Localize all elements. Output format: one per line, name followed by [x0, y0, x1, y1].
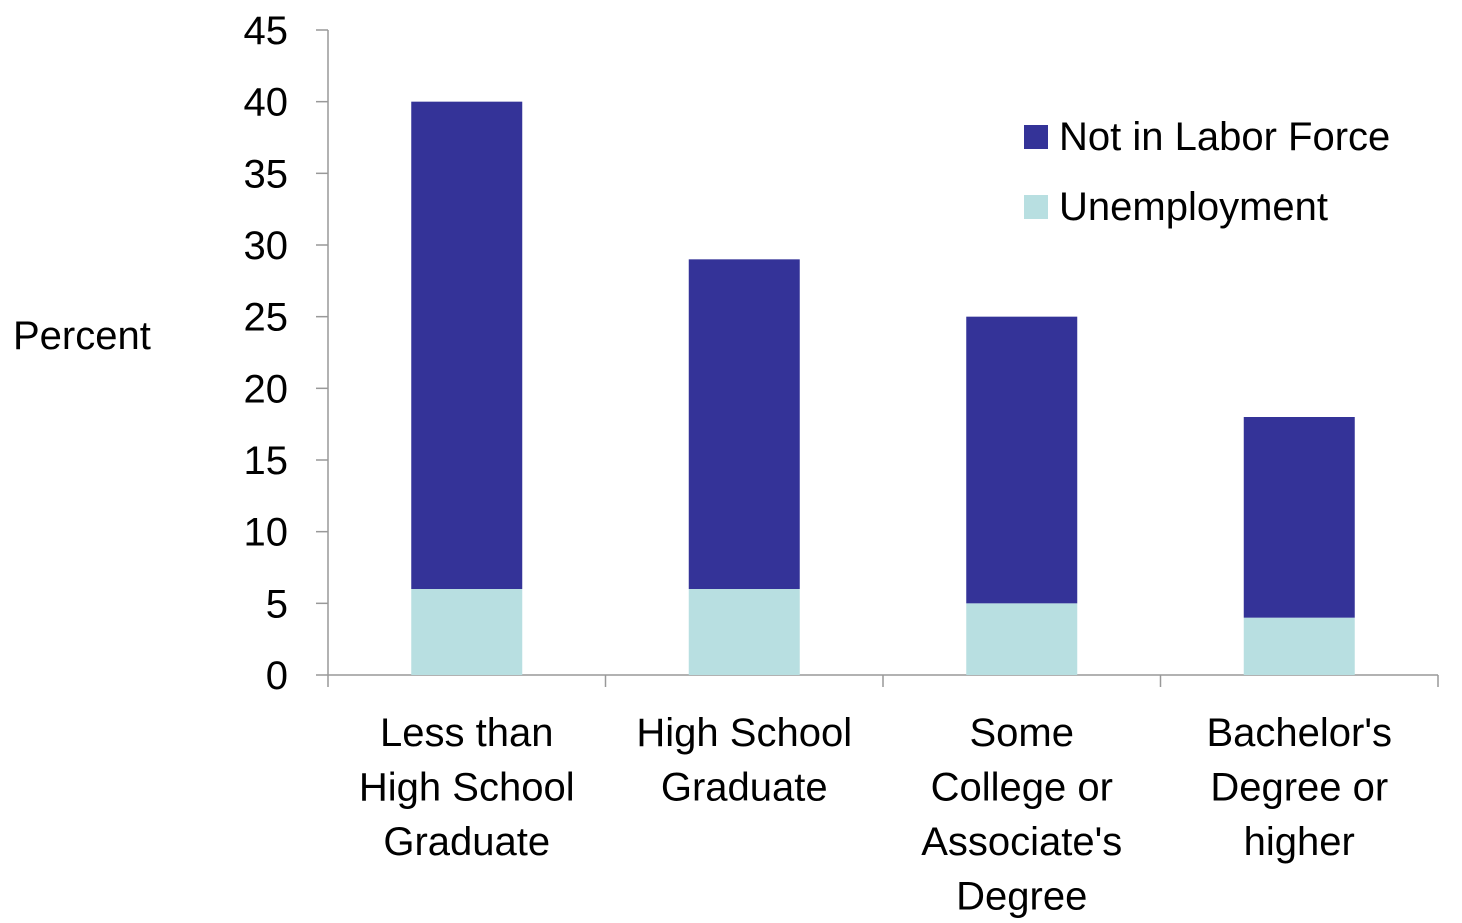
x-category-label: Graduate — [383, 820, 550, 864]
y-tick-label: 45 — [244, 9, 289, 53]
bar-not-in-labor-force — [966, 316, 1078, 604]
legend-label: Not in Labor Force — [1059, 115, 1390, 159]
bar-unemployment — [1243, 617, 1355, 675]
legend: Not in Labor Force Unemployment — [1024, 115, 1390, 229]
x-category-label: College or — [931, 766, 1113, 810]
bar-unemployment — [966, 603, 1078, 675]
labels: 0 5 10 15 20 25 30 35 40 45 Percent Less than High S… — [13, 9, 1392, 919]
x-category-label: Associate's — [921, 820, 1122, 864]
y-tick-label: 20 — [244, 367, 289, 411]
x-category-label: Bachelor's — [1206, 711, 1392, 755]
y-tick-label: 35 — [244, 152, 289, 196]
y-tick-label: 15 — [244, 439, 289, 483]
x-category-label: Degree — [956, 875, 1087, 919]
x-category-label: Graduate — [661, 766, 828, 810]
x-category-label: High School — [359, 766, 575, 810]
x-category-label: higher — [1244, 820, 1355, 864]
x-category-label: Degree or — [1210, 766, 1388, 810]
bars — [411, 101, 1355, 675]
y-tick-label: 10 — [244, 511, 289, 555]
y-tick-label: 0 — [266, 654, 288, 698]
y-tick-label: 25 — [244, 296, 289, 340]
bar-unemployment — [411, 589, 523, 675]
x-category-label: Some — [970, 711, 1075, 755]
legend-label: Unemployment — [1059, 185, 1328, 229]
bar-not-in-labor-force — [1243, 417, 1355, 618]
bar-not-in-labor-force — [411, 101, 523, 590]
bar-not-in-labor-force — [688, 259, 800, 589]
bar-unemployment — [688, 589, 800, 675]
legend-swatch — [1024, 195, 1048, 219]
x-category-label: Less than — [380, 711, 553, 755]
y-tick-label: 40 — [244, 81, 289, 125]
legend-swatch — [1024, 125, 1048, 149]
y-axis-label: Percent — [13, 314, 151, 358]
y-tick-label: 30 — [244, 224, 289, 268]
y-tick-label: 5 — [266, 582, 288, 626]
x-category-label: High School — [636, 711, 852, 755]
